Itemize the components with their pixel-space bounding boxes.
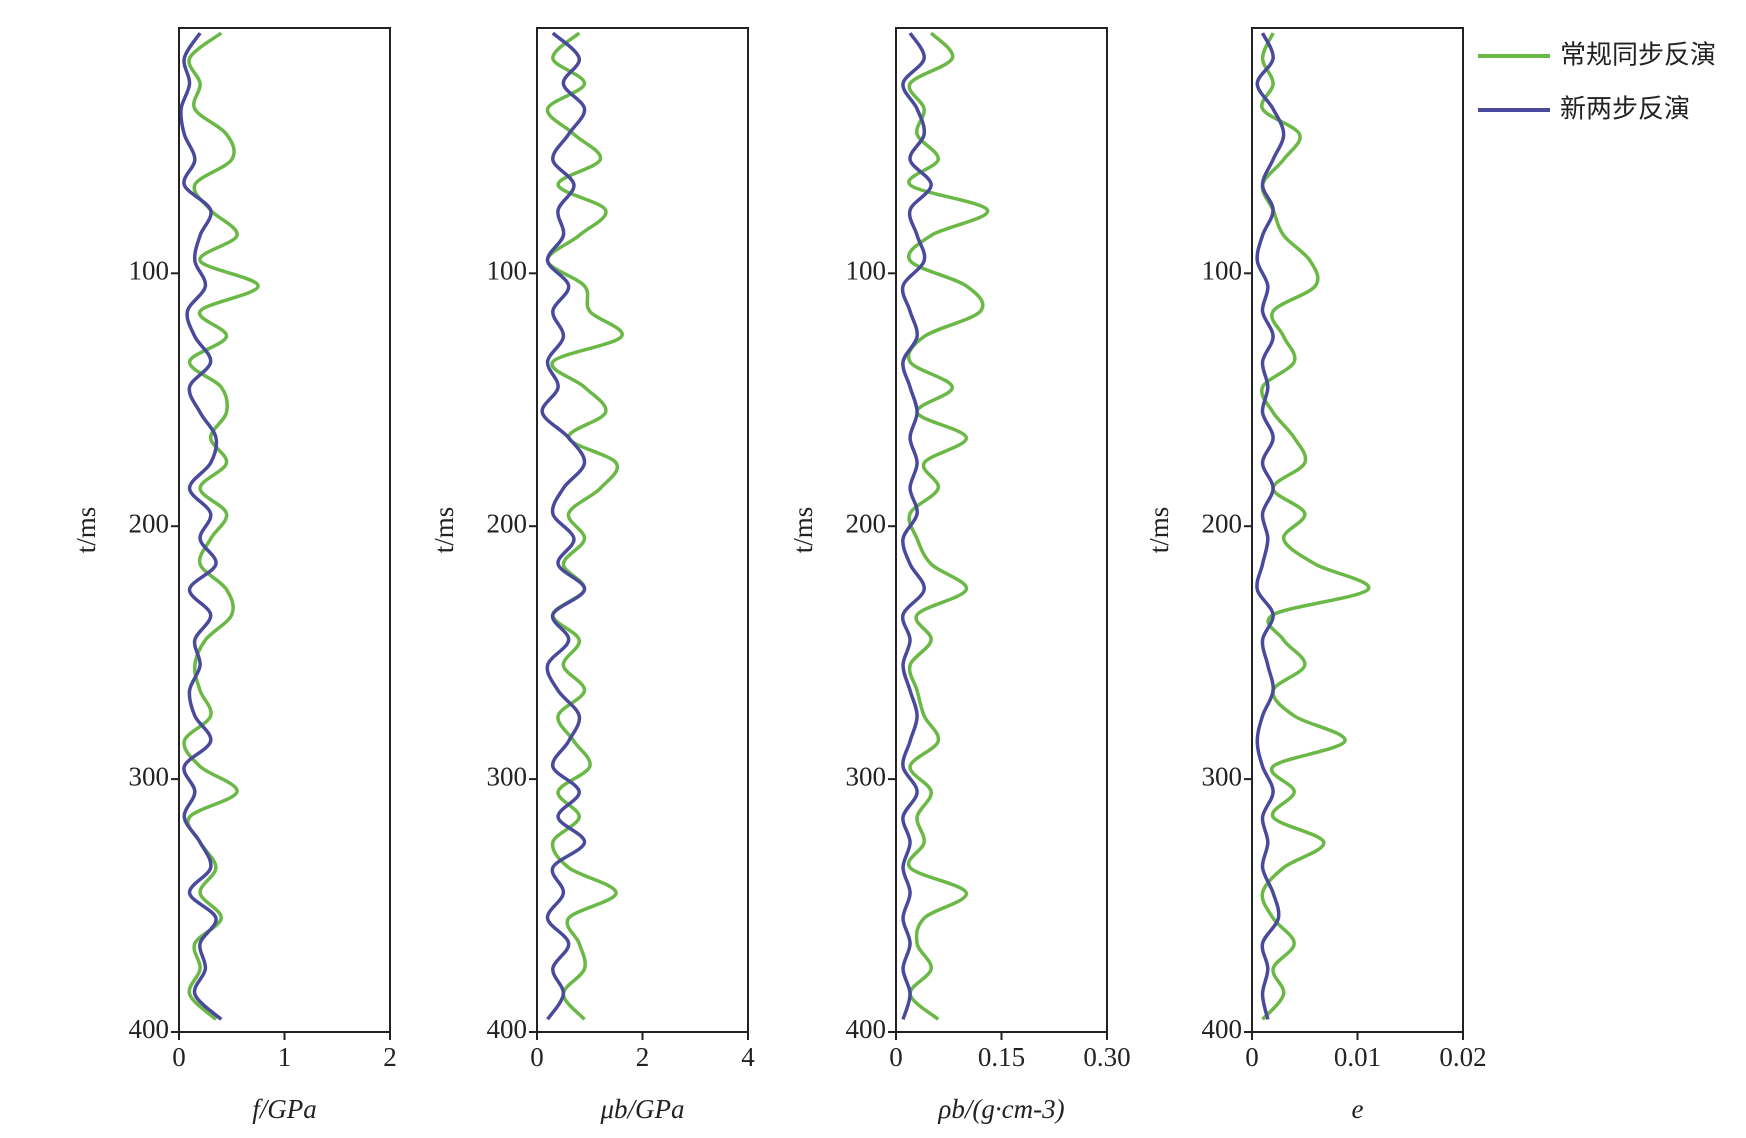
series-line [179, 32, 223, 1021]
legend-label: 常规同步反演 [1560, 41, 1716, 71]
plot-frame [1251, 27, 1464, 1033]
y-tick-label: 400 [487, 1014, 528, 1044]
y-tick-label: 100 [1202, 256, 1243, 286]
y-tick-label: 400 [846, 1014, 887, 1044]
y-axis-label: t/ms [429, 507, 459, 554]
series-line [906, 31, 990, 1021]
series-line [1255, 32, 1286, 1020]
x-tick-label: 0 [530, 1042, 544, 1072]
y-tick-label: 200 [846, 508, 887, 538]
legend-label: 新两步反演 [1560, 95, 1690, 125]
y-tick-label: 200 [1202, 508, 1243, 538]
x-tick-label: 0.02 [1439, 1042, 1486, 1072]
y-tick-label: 100 [846, 256, 887, 286]
x-tick-label: 0 [889, 1042, 903, 1072]
x-axis-label: f/GPa [252, 1094, 317, 1124]
y-tick-label: 300 [487, 761, 528, 791]
y-tick-label: 300 [1202, 761, 1243, 791]
y-axis-label: t/ms [71, 507, 101, 554]
plot-frame [178, 27, 391, 1033]
y-axis-label: t/ms [788, 507, 818, 554]
x-axis-label: ρb/(g·cm-3) [937, 1094, 1064, 1124]
x-tick-label: 2 [636, 1042, 650, 1072]
y-tick-label: 100 [129, 256, 170, 286]
series-line [182, 31, 260, 1021]
x-axis-label: e [1352, 1094, 1364, 1124]
y-tick-label: 300 [129, 761, 170, 791]
y-tick-label: 400 [129, 1014, 170, 1044]
x-tick-label: 0.15 [978, 1042, 1025, 1072]
series-line [545, 31, 624, 1021]
y-tick-label: 400 [1202, 1014, 1243, 1044]
series-line [1260, 32, 1371, 1021]
y-tick-label: 200 [487, 508, 528, 538]
x-axis-label: μb/GPa [599, 1094, 684, 1124]
y-tick-label: 300 [846, 761, 887, 791]
y-tick-label: 100 [487, 256, 528, 286]
x-tick-label: 0.01 [1334, 1042, 1381, 1072]
x-tick-label: 4 [741, 1042, 755, 1072]
x-tick-label: 0 [172, 1042, 186, 1072]
y-axis-label: t/ms [1144, 507, 1174, 554]
x-tick-label: 0.30 [1083, 1042, 1130, 1072]
x-tick-label: 1 [278, 1042, 292, 1072]
series-line [540, 31, 587, 1021]
x-tick-label: 2 [383, 1042, 397, 1072]
x-tick-label: 0 [1245, 1042, 1259, 1072]
series-line [900, 32, 933, 1020]
y-tick-label: 200 [129, 508, 170, 538]
